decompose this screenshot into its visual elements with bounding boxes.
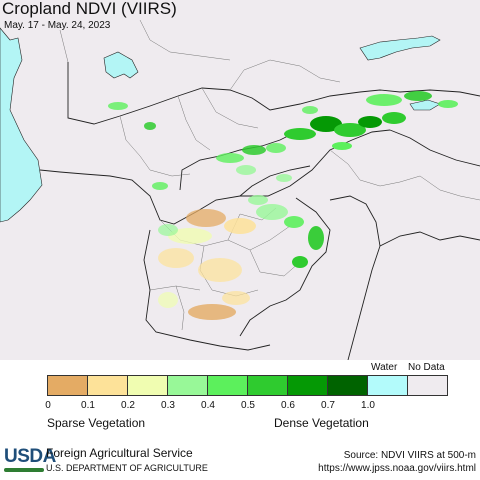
legend-tick-4: 0.4 <box>201 400 215 411</box>
legend-swatch-nodata <box>407 375 448 396</box>
legend-tick-7: 0.7 <box>321 400 335 411</box>
date-range: May. 17 - May. 24, 2023 <box>4 20 111 31</box>
legend-tick-1: 0.1 <box>81 400 95 411</box>
legend-swatch-4 <box>207 375 248 396</box>
legend-swatch-3 <box>167 375 208 396</box>
land-background <box>0 0 480 360</box>
map-panel: Cropland NDVI (VIIRS) May. 17 - May. 24,… <box>0 0 480 361</box>
footer: USDA Foreign Agricultural Service U.S. D… <box>0 440 480 480</box>
legend-nodata-label: No Data <box>408 362 445 373</box>
legend-tick-3: 0.3 <box>161 400 175 411</box>
legend-swatch-5 <box>247 375 288 396</box>
cropland-patches <box>108 91 458 320</box>
legend-swatch-water <box>367 375 408 396</box>
caspian-sea <box>0 27 43 223</box>
map-title: Cropland NDVI (VIIRS) <box>2 0 177 18</box>
source-line: Source: NDVI VIIRS at 500-m <box>343 450 476 461</box>
department-name: U.S. DEPARTMENT OF AGRICULTURE <box>46 463 208 473</box>
usda-logo-wave-icon <box>4 468 44 472</box>
legend-tick-6: 0.6 <box>281 400 295 411</box>
legend-tick-5: 0.5 <box>241 400 255 411</box>
legend-swatch-0 <box>47 375 88 396</box>
legend-swatch-2 <box>127 375 168 396</box>
legend-swatch-7 <box>327 375 368 396</box>
legend-tick-2: 0.2 <box>121 400 135 411</box>
aral-sea <box>103 51 139 79</box>
source-url[interactable]: https://www.jpss.noaa.gov/viirs.html <box>318 463 476 474</box>
agency-name: Foreign Agricultural Service <box>46 446 193 460</box>
legend-tick-8: 1.0 <box>361 400 375 411</box>
country-borders <box>39 62 480 361</box>
issyk-kul-lake <box>409 99 441 111</box>
dense-vegetation-caption: Dense Vegetation <box>274 416 369 430</box>
legend-swatch-6 <box>287 375 328 396</box>
usda-logo: USDA <box>4 446 56 467</box>
legend-water-label: Water <box>371 362 398 373</box>
legend-swatch-1 <box>87 375 128 396</box>
legend-tick-0: 0 <box>45 400 51 411</box>
legend: Water No Data 0 0.1 0.2 0.3 0.4 0.5 0.6 … <box>0 360 480 440</box>
sparse-vegetation-caption: Sparse Vegetation <box>47 416 146 430</box>
map-svg <box>0 0 480 361</box>
lake-balkhash <box>359 35 441 61</box>
